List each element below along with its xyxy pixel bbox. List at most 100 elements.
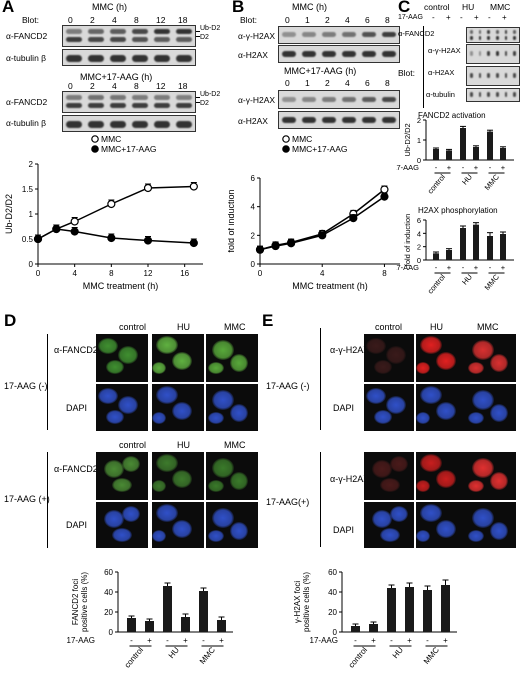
bar	[217, 620, 226, 632]
blot-band	[342, 117, 356, 123]
a-blot2-fancd2	[62, 91, 196, 113]
sign-label: +	[183, 636, 188, 645]
timepoint-label: 0	[68, 15, 73, 25]
sign-label: +	[219, 636, 224, 645]
e-row-stain-plus: α-γ-H2AX	[330, 474, 370, 484]
blot-band	[362, 96, 376, 102]
x-axis-label: MMC treatment (h)	[292, 281, 368, 291]
c-sign: +	[502, 13, 507, 22]
nucleus	[472, 340, 494, 360]
a-blot2-header: MMC+17-AAG (h)	[80, 72, 153, 82]
nucleus	[98, 338, 118, 354]
blot-band	[302, 32, 316, 37]
b-blot2-row2-label: α-H2AX	[238, 116, 268, 126]
c-bar-chart-fancd2: FANCD2 activation012Ub-D2/D2-+-+-+17-AAG…	[396, 111, 514, 196]
nucleus	[212, 340, 234, 360]
y-tick-label: 0	[333, 628, 338, 637]
legend-label: MMC+17-AAG	[101, 144, 157, 154]
timepoint-label: 0	[285, 78, 290, 88]
bar	[446, 250, 452, 260]
e-img-dapi-hu-minus	[416, 384, 466, 431]
bar	[500, 148, 506, 160]
series-line	[259, 188, 385, 251]
a-blot1-row1-label: α-FANCD2	[6, 31, 48, 41]
nucleus	[156, 454, 178, 472]
nucleus	[122, 456, 140, 472]
blot-band	[322, 117, 336, 123]
nucleus	[104, 510, 124, 528]
a-blot2-band-mark	[196, 97, 200, 103]
sign-label: -	[130, 636, 133, 645]
nucleus	[230, 354, 248, 372]
y-tick-label: 20	[328, 608, 337, 617]
timepoint-label: 8	[385, 78, 390, 88]
nucleus	[468, 480, 484, 492]
sign-label: +	[501, 163, 506, 172]
e-row-dapi-minus: DAPI	[333, 403, 355, 413]
blot-band	[110, 37, 126, 42]
nucleus	[230, 404, 248, 422]
blot-band	[302, 117, 316, 123]
blot-band	[342, 51, 356, 57]
y-tick-label: 6	[417, 216, 421, 225]
sign-label: -	[390, 636, 393, 645]
blot-band	[362, 51, 376, 57]
nucleus	[420, 386, 442, 404]
blot-band	[487, 36, 490, 40]
c-sign: +	[474, 13, 479, 22]
x-tick-label: 4	[72, 269, 77, 278]
blot-band	[496, 73, 499, 78]
nucleus	[106, 410, 124, 424]
timepoint-label: 8	[385, 15, 390, 25]
nucleus	[420, 504, 442, 522]
b-blot1-h2ax	[278, 45, 400, 63]
y-tick-label: 40	[104, 588, 113, 597]
blot-band	[478, 30, 482, 34]
y-tick-label: 1	[29, 210, 34, 219]
d-column-label: HU	[177, 440, 190, 450]
bar	[433, 253, 439, 260]
blot-band	[504, 92, 508, 97]
sign-label: +	[474, 263, 479, 272]
blot-band	[282, 32, 296, 37]
nucleus	[420, 336, 442, 354]
nucleus	[112, 478, 132, 492]
legend-marker	[282, 145, 290, 153]
bar	[446, 150, 452, 160]
timepoint-label: 1	[305, 15, 310, 25]
d-img-fancd2-hu-minus	[152, 334, 204, 382]
b-blot1-header: MMC (h)	[292, 2, 327, 12]
nucleus	[416, 480, 430, 492]
a-blot1-fancd2	[62, 25, 196, 47]
legend-marker	[91, 135, 99, 143]
e-img-gh2ax-mmc-minus	[466, 334, 516, 382]
nucleus	[380, 528, 400, 542]
blot-band	[382, 117, 396, 123]
d-column-label: HU	[177, 322, 190, 332]
e-img-dapi-control-plus	[364, 502, 414, 548]
timepoint-label: 4	[112, 15, 117, 25]
nucleus	[386, 346, 406, 364]
d-column-label: MMC	[224, 440, 246, 450]
blot-band	[282, 117, 296, 123]
y-tick-label: 0	[417, 156, 421, 165]
nucleus	[386, 396, 406, 414]
c-blot-row	[466, 88, 520, 102]
c-row-label: α-FANCD2	[398, 29, 435, 38]
x-axis-label: MMC treatment (h)	[83, 281, 159, 291]
y-tick-label: 1.5	[22, 185, 34, 194]
bar	[500, 234, 506, 260]
b-blot2-gh2ax	[278, 90, 400, 109]
x-tick-label: 0	[36, 269, 41, 278]
timepoint-label: 12	[156, 15, 166, 25]
bar	[441, 585, 450, 632]
c-group-label: MMC	[490, 2, 511, 12]
bar	[369, 624, 378, 632]
y-axis-label: fold of induction	[403, 214, 412, 267]
c-row-label: α-tubulin	[426, 90, 455, 99]
d-column-label: control	[119, 322, 147, 332]
nucleus	[472, 508, 494, 528]
nucleus	[472, 458, 494, 478]
blot-band	[132, 103, 148, 108]
sign-label: -	[489, 163, 492, 172]
